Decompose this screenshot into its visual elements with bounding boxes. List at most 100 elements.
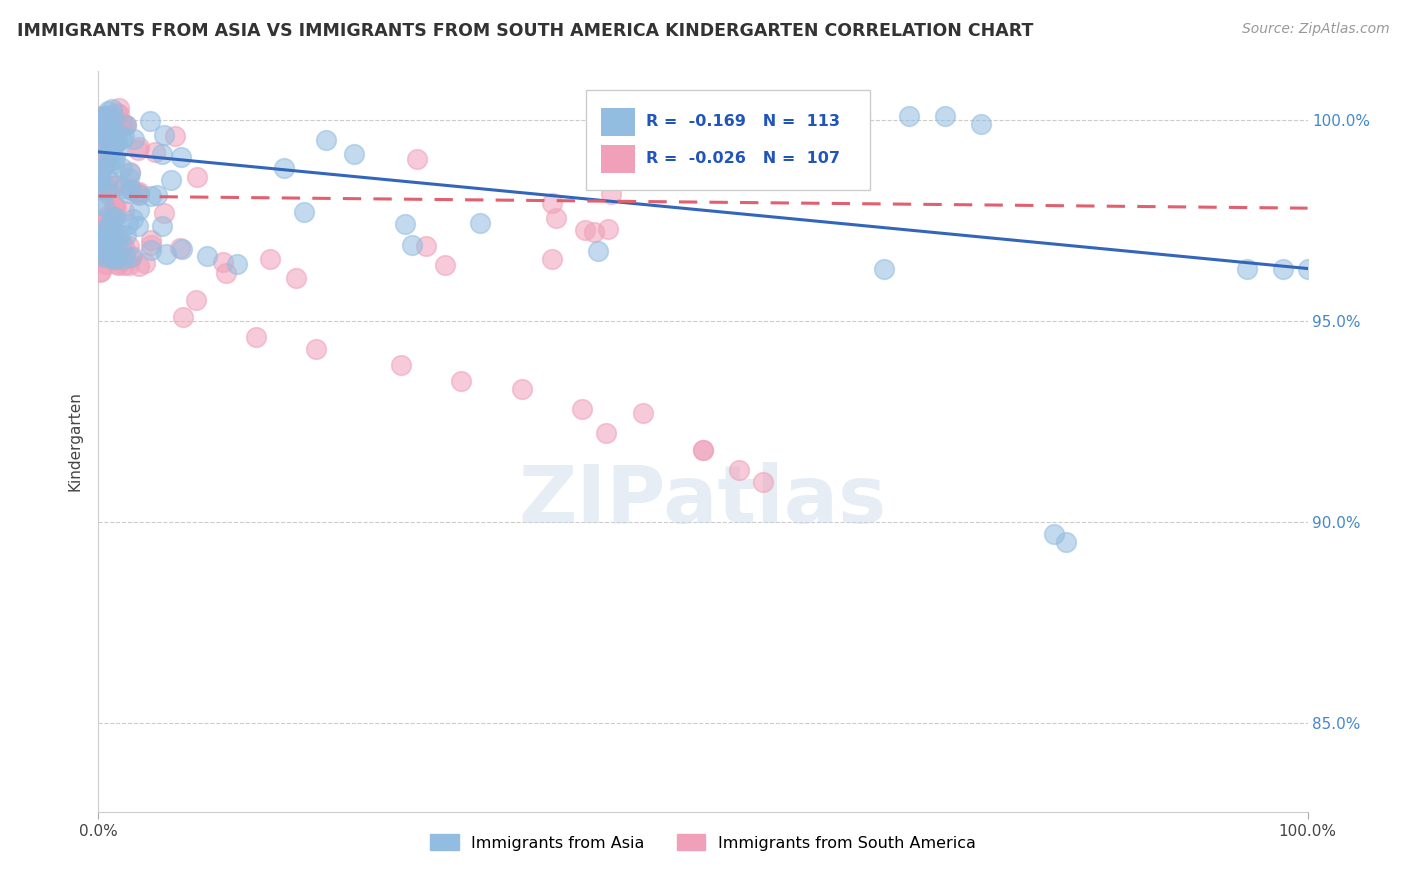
Immigrants from Asia — [101, 153, 124, 167]
Immigrants from South America — [120, 165, 142, 179]
Immigrants from South America — [115, 119, 138, 133]
Immigrants from Asia — [89, 169, 111, 184]
Immigrants from Asia — [98, 161, 121, 175]
Immigrants from South America — [107, 105, 129, 120]
FancyBboxPatch shape — [602, 108, 636, 136]
Immigrants from Asia — [111, 131, 134, 145]
Immigrants from South America — [97, 216, 120, 230]
Immigrants from South America — [541, 252, 564, 266]
Immigrants from Asia — [394, 217, 416, 231]
Immigrants from Asia — [120, 250, 142, 264]
Immigrants from South America — [118, 258, 141, 272]
Immigrants from South America — [94, 257, 117, 271]
FancyBboxPatch shape — [602, 145, 636, 173]
Immigrants from South America — [89, 213, 111, 227]
Immigrants from South America — [93, 177, 115, 191]
Immigrants from Asia — [122, 211, 145, 226]
Immigrants from Asia — [115, 118, 138, 132]
Immigrants from Asia — [588, 244, 610, 259]
Immigrants from South America — [169, 241, 191, 255]
Immigrants from Asia — [115, 227, 138, 242]
Immigrants from Asia — [101, 102, 124, 116]
Immigrants from Asia — [90, 183, 112, 197]
Immigrants from South America — [574, 223, 596, 237]
Immigrants from South America — [89, 265, 111, 279]
Y-axis label: Kindergarten: Kindergarten — [67, 392, 83, 491]
Immigrants from South America — [98, 111, 121, 125]
Immigrants from Asia — [110, 227, 132, 242]
Immigrants from South America — [111, 238, 134, 252]
Immigrants from South America — [172, 310, 194, 324]
Immigrants from South America — [112, 203, 135, 218]
Immigrants from South America — [692, 442, 714, 457]
Immigrants from South America — [389, 358, 412, 372]
Legend: Immigrants from Asia, Immigrants from South America: Immigrants from Asia, Immigrants from So… — [423, 828, 983, 857]
Immigrants from Asia — [89, 231, 111, 245]
Immigrants from Asia — [114, 248, 136, 262]
Immigrants from South America — [692, 442, 714, 457]
Immigrants from South America — [163, 129, 186, 144]
Immigrants from Asia — [873, 261, 896, 276]
Text: R =  -0.169   N =  113: R = -0.169 N = 113 — [647, 114, 841, 129]
Immigrants from Asia — [89, 228, 111, 243]
Immigrants from Asia — [89, 198, 111, 212]
Immigrants from South America — [139, 233, 162, 247]
Immigrants from South America — [93, 159, 115, 173]
Immigrants from South America — [245, 330, 267, 344]
Immigrants from Asia — [470, 216, 492, 230]
Immigrants from Asia — [897, 109, 920, 123]
Immigrants from Asia — [104, 131, 127, 145]
Immigrants from South America — [600, 186, 623, 201]
Immigrants from Asia — [107, 142, 129, 156]
Immigrants from South America — [305, 342, 328, 356]
Immigrants from Asia — [170, 150, 193, 164]
Immigrants from Asia — [97, 219, 120, 233]
Immigrants from Asia — [97, 233, 120, 247]
Immigrants from Asia — [89, 161, 111, 176]
Immigrants from South America — [259, 252, 281, 266]
Immigrants from Asia — [225, 257, 247, 271]
Immigrants from Asia — [111, 161, 134, 175]
Immigrants from Asia — [97, 112, 120, 126]
Immigrants from Asia — [98, 144, 121, 158]
Immigrants from South America — [212, 254, 235, 268]
Immigrants from Asia — [101, 127, 124, 141]
Immigrants from Asia — [1236, 261, 1258, 276]
Immigrants from South America — [125, 186, 148, 200]
Immigrants from Asia — [104, 211, 127, 225]
Immigrants from Asia — [96, 227, 118, 242]
Immigrants from Asia — [96, 183, 118, 197]
Immigrants from South America — [596, 221, 619, 235]
Immigrants from South America — [112, 118, 135, 132]
Immigrants from South America — [120, 182, 142, 196]
Immigrants from South America — [415, 239, 437, 253]
Immigrants from Asia — [122, 131, 145, 145]
Immigrants from Asia — [94, 122, 117, 136]
Immigrants from Asia — [93, 250, 115, 264]
Immigrants from South America — [108, 101, 131, 115]
Immigrants from South America — [186, 293, 208, 307]
Immigrants from South America — [93, 182, 115, 196]
Immigrants from South America — [105, 257, 128, 271]
Immigrants from Asia — [96, 244, 118, 258]
Immigrants from South America — [595, 426, 617, 441]
Immigrants from Asia — [91, 121, 114, 136]
Immigrants from South America — [582, 225, 605, 239]
Immigrants from Asia — [90, 163, 112, 178]
Immigrants from South America — [103, 179, 125, 194]
Immigrants from South America — [104, 135, 127, 149]
Immigrants from South America — [90, 112, 112, 126]
Immigrants from Asia — [96, 136, 118, 150]
Immigrants from South America — [89, 230, 111, 244]
Immigrants from South America — [186, 170, 208, 185]
Immigrants from South America — [112, 239, 135, 253]
Immigrants from South America — [100, 122, 122, 136]
Immigrants from Asia — [93, 137, 115, 152]
Immigrants from South America — [141, 238, 163, 252]
Immigrants from Asia — [93, 199, 115, 213]
Immigrants from Asia — [94, 153, 117, 167]
Immigrants from Asia — [89, 247, 111, 261]
Immigrants from Asia — [103, 211, 125, 226]
Immigrants from Asia — [103, 110, 125, 124]
Immigrants from Asia — [1296, 261, 1319, 276]
